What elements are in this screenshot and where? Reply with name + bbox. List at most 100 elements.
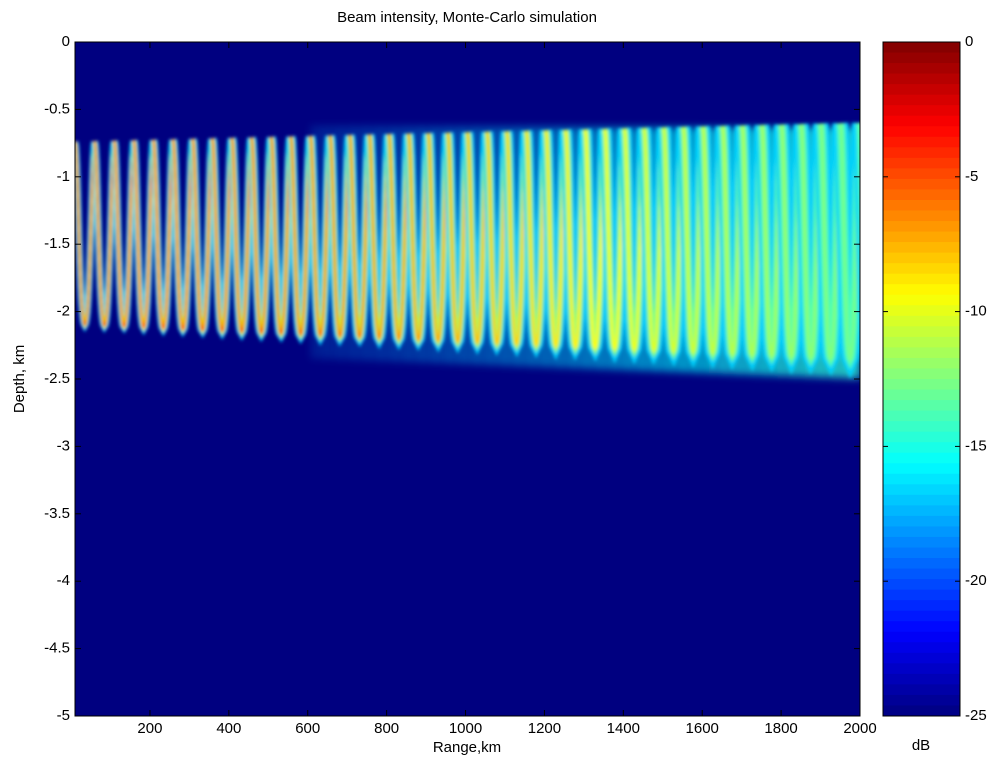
colorbar-band	[883, 400, 960, 412]
beam-core	[133, 140, 155, 330]
colorbar-band	[883, 610, 960, 622]
colorbar-band	[883, 252, 960, 264]
colorbar-band	[883, 178, 960, 190]
x-tick-label: 600	[295, 720, 320, 737]
colorbar-band	[883, 273, 960, 285]
colorbar-tick-label: -25	[965, 707, 987, 724]
x-tick-label: 1800	[764, 720, 797, 737]
colorbar-band	[883, 231, 960, 243]
colorbar-tick-label: -5	[965, 168, 978, 185]
colorbar-band	[883, 431, 960, 443]
beam-core	[485, 131, 509, 347]
colorbar-band	[883, 442, 960, 454]
colorbar-band	[883, 94, 960, 106]
beam-core	[113, 140, 135, 329]
colorbar-label: dB	[912, 737, 930, 754]
y-tick-label: -5	[57, 707, 70, 724]
colorbar-frame	[882, 41, 961, 717]
colorbar-band	[883, 199, 960, 211]
heatmap-area	[75, 42, 860, 716]
beam-core	[407, 133, 430, 343]
colorbar-band	[883, 558, 960, 570]
beam-outer	[852, 122, 860, 351]
y-tick-label: -4.5	[44, 640, 70, 657]
colorbar-band	[883, 42, 960, 54]
beam-core	[289, 136, 312, 337]
axes: 200 400 600 800 1000 1200 1400 1600 1800 2000 0 -0.…	[44, 33, 877, 737]
beam-core	[93, 141, 116, 328]
beam-core	[75, 141, 96, 327]
beam-core	[328, 135, 351, 339]
colorbar-band	[883, 536, 960, 548]
x-tick-label: 400	[216, 720, 241, 737]
colorbar-band	[883, 284, 960, 296]
colorbar-band	[883, 484, 960, 496]
colorbar-band	[883, 357, 960, 369]
colorbar-band	[883, 600, 960, 612]
colorbar-tick-label: -10	[965, 303, 987, 320]
x-tick-label: 800	[374, 720, 399, 737]
x-tick-label: 200	[137, 720, 162, 737]
colorbar-band	[883, 242, 960, 254]
colorbar-band	[883, 673, 960, 685]
colorbar-band	[883, 168, 960, 180]
colorbar-band	[883, 505, 960, 517]
y-tick-label: -3	[57, 437, 70, 454]
colorbar-band	[883, 52, 960, 64]
colorbar-band	[883, 379, 960, 391]
x-axis-label: Range,km	[433, 739, 501, 756]
y-tick-label: -4	[57, 572, 70, 589]
y-tick-label: -1	[57, 168, 70, 185]
colorbar-band	[883, 210, 960, 222]
colorbar-band	[883, 189, 960, 201]
colorbar-tick-label: -15	[965, 437, 987, 454]
colorbar-band	[883, 221, 960, 233]
colorbar-tick-label: 0	[965, 33, 973, 50]
colorbar-band	[883, 410, 960, 422]
colorbar-band	[883, 631, 960, 643]
colorbar-band	[883, 305, 960, 317]
beam	[75, 122, 860, 379]
colorbar-tick-label: -20	[965, 572, 987, 589]
colorbar-band	[883, 157, 960, 169]
colorbar-band	[883, 336, 960, 348]
beam-core	[368, 134, 391, 341]
beam-core	[427, 133, 450, 344]
beam-core	[466, 132, 489, 346]
colorbar-band	[883, 526, 960, 538]
colorbar-band	[883, 105, 960, 117]
y-tick-label: -3.5	[44, 505, 70, 522]
colorbar-band	[883, 368, 960, 380]
x-tick-label: 1200	[528, 720, 561, 737]
colorbar-band	[883, 694, 960, 706]
beam-core	[270, 136, 292, 336]
beam-core	[858, 122, 860, 158]
beam-core	[250, 137, 273, 336]
colorbar-band	[883, 579, 960, 591]
beam-core	[231, 137, 253, 335]
colorbar-band	[883, 389, 960, 401]
colorbar-band	[883, 84, 960, 96]
beam-core	[152, 139, 174, 331]
colorbar-band	[883, 642, 960, 654]
colorbar-band	[883, 347, 960, 359]
colorbar-band	[883, 663, 960, 675]
colorbar-band	[883, 463, 960, 475]
colorbar-band	[883, 147, 960, 159]
y-tick-label: -2.5	[44, 370, 70, 387]
x-tick-label: 1400	[607, 720, 640, 737]
y-tick-label: -1.5	[44, 235, 70, 252]
y-tick-label: -0.5	[44, 100, 70, 117]
colorbar-band	[883, 568, 960, 580]
colorbar-band	[883, 63, 960, 75]
y-axis-label: Depth, km	[11, 345, 28, 413]
beam-core	[309, 135, 332, 338]
colorbar-band	[883, 126, 960, 138]
x-tick-label: 1000	[449, 720, 482, 737]
colorbar-band	[883, 589, 960, 601]
colorbar: 0 -5 -10 -15 -20 -25	[882, 33, 987, 724]
colorbar-band	[883, 473, 960, 485]
colorbar-band	[883, 326, 960, 338]
colorbar-band	[883, 294, 960, 306]
